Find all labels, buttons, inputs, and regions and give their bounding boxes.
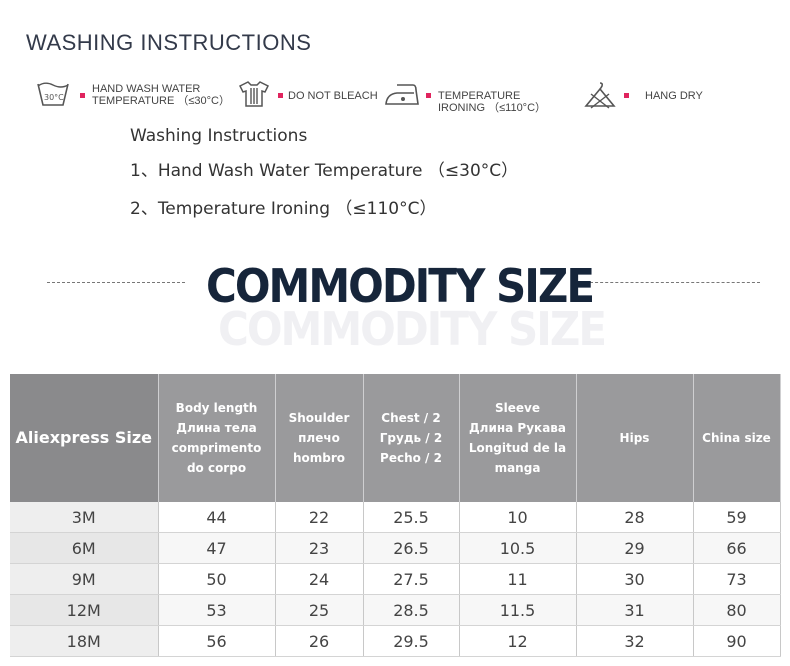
table-cell-size: 12M <box>10 594 159 626</box>
table-cell: 32 <box>576 625 694 657</box>
table-cell: 28.5 <box>363 594 460 626</box>
table-cell: 12 <box>459 625 577 657</box>
table-cell: 80 <box>693 594 781 626</box>
size-table-header-row: Aliexpress Size Body length Длина тела c… <box>10 374 781 502</box>
washing-instruction-line: 1、Hand Wash Water Temperature （≤30°C） <box>130 161 519 181</box>
table-cell: 66 <box>693 532 781 564</box>
table-cell: 23 <box>275 532 364 564</box>
table-cell: 30 <box>576 563 694 595</box>
table-cell: 26 <box>275 625 364 657</box>
iron-icon <box>385 84 419 105</box>
table-cell: 11 <box>459 563 577 595</box>
do-not-bleach-label: DO NOT BLEACH <box>288 90 378 102</box>
table-cell: 25 <box>275 594 364 626</box>
hand-wash-label: HAND WASH WATER TEMPERATURE （≤30°C） <box>92 83 230 107</box>
table-cell: 29 <box>576 532 694 564</box>
header-body-length: Body length Длина тела comprimento do co… <box>158 374 276 502</box>
size-table: Aliexpress Size Body length Длина тела c… <box>10 374 781 657</box>
header-sleeve: Sleeve Длина Рукава Longitud de la manga <box>459 374 577 502</box>
table-cell: 47 <box>158 532 276 564</box>
table-cell: 59 <box>693 502 781 533</box>
table-cell-size: 3M <box>10 502 159 533</box>
table-cell: 73 <box>693 563 781 595</box>
table-cell-size: 9M <box>10 563 159 595</box>
table-cell: 56 <box>158 625 276 657</box>
table-cell: 24 <box>275 563 364 595</box>
header-hips: Hips <box>576 374 694 502</box>
hand-wash-icon: 30°C <box>37 82 69 106</box>
do-not-bleach-icon <box>238 81 270 107</box>
ironing-label: TEMPERATURE IRONING （≤110°C） <box>438 90 547 114</box>
washing-instructions-title: WASHING INSTRUCTIONS <box>26 30 312 55</box>
bullet-marker <box>80 93 85 98</box>
table-cell-size: 6M <box>10 532 159 564</box>
bullet-marker <box>624 93 629 98</box>
table-cell: 25.5 <box>363 502 460 533</box>
bullet-marker <box>278 93 283 98</box>
table-cell: 28 <box>576 502 694 533</box>
commodity-size-shadow: COMMODITY SIZE <box>218 302 607 356</box>
divider-left <box>47 282 185 283</box>
table-cell: 27.5 <box>363 563 460 595</box>
washing-instruction-line: 2、Temperature Ironing （≤110°C） <box>130 199 437 219</box>
table-row: 9M 50 24 27.5 11 30 73 <box>10 563 781 595</box>
divider-right <box>590 282 760 283</box>
table-cell: 10.5 <box>459 532 577 564</box>
table-cell: 53 <box>158 594 276 626</box>
table-cell: 29.5 <box>363 625 460 657</box>
svg-text:30°C: 30°C <box>44 93 64 102</box>
hang-dry-icon <box>584 82 616 109</box>
table-row: 12M 53 25 28.5 11.5 31 80 <box>10 594 781 626</box>
table-cell: 44 <box>158 502 276 533</box>
table-row: 3M 44 22 25.5 10 28 59 <box>10 502 781 533</box>
washing-instructions-heading: Washing Instructions <box>130 126 308 146</box>
bullet-marker <box>426 93 431 98</box>
commodity-size-title: COMMODITY SIZE <box>206 259 595 313</box>
table-cell: 50 <box>158 563 276 595</box>
washing-instructions-text: Washing Instructions 1、Hand Wash Water T… <box>130 126 518 232</box>
header-aliexpress-size: Aliexpress Size <box>10 374 159 502</box>
table-cell: 26.5 <box>363 532 460 564</box>
header-shoulder: Shoulder плечо hombro <box>275 374 364 502</box>
table-cell: 22 <box>275 502 364 533</box>
header-china-size: China size <box>693 374 781 502</box>
table-cell: 90 <box>693 625 781 657</box>
header-chest: Chest / 2 Грудь / 2 Pecho / 2 <box>363 374 460 502</box>
table-cell: 31 <box>576 594 694 626</box>
table-cell: 10 <box>459 502 577 533</box>
table-row: 18M 56 26 29.5 12 32 90 <box>10 625 781 657</box>
table-cell: 11.5 <box>459 594 577 626</box>
table-row: 6M 47 23 26.5 10.5 29 66 <box>10 532 781 564</box>
table-cell-size: 18M <box>10 625 159 657</box>
hang-dry-label: HANG DRY <box>645 90 703 102</box>
